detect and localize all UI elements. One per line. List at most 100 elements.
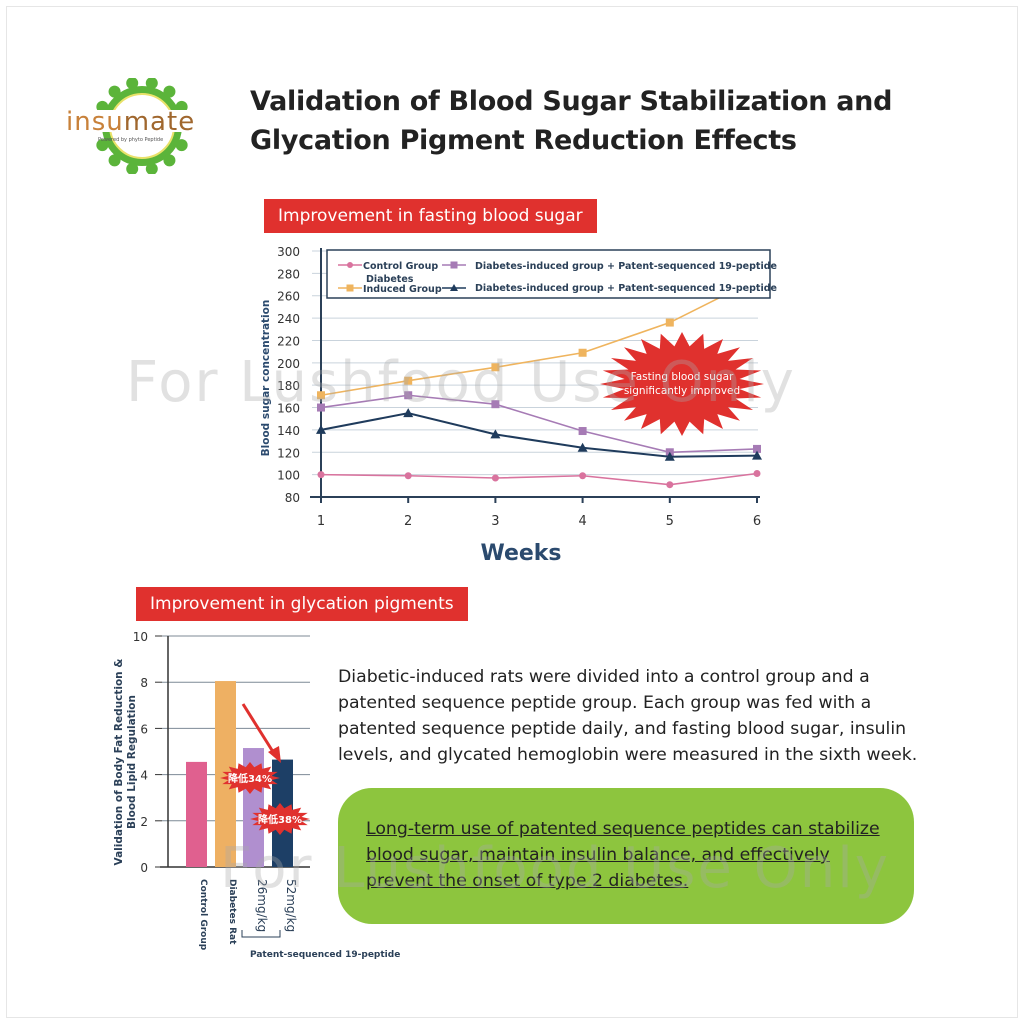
description-text: Diabetic-induced rats were divided into … <box>338 667 918 765</box>
conclusion-box: Long-term use of patented sequence pepti… <box>338 788 914 924</box>
burst-shape <box>600 332 764 436</box>
reduction-label: 降低34% <box>228 772 272 785</box>
x-tick-label: 3 <box>491 514 499 529</box>
gear-tooth <box>126 162 139 174</box>
section-banner-glycation: Improvement in glycation pigments <box>136 587 468 621</box>
gear-tooth <box>96 139 109 152</box>
data-point <box>317 391 325 400</box>
y-axis-title-line: Validation of Body Fat Reduction & <box>113 659 125 866</box>
line-chart: 80 100 120 140 160 180 200 220 240 260 280 300 1 2 3 4 5… <box>260 245 777 566</box>
y-axis-title: Validation of Body Fat Reduction &Blood … <box>113 659 138 866</box>
y-tick-label: 4 <box>140 769 148 783</box>
legend-label: Control Group <box>363 261 438 272</box>
burst-text: significantly improved <box>624 385 740 397</box>
x-tick-label: Control Group <box>198 879 208 951</box>
page-frame <box>6 6 1018 1018</box>
insumate-logo: insumate Powered by phyto Peptide <box>62 78 224 174</box>
gear-tooth <box>108 154 121 167</box>
watermark: For Lushfood Use Only <box>126 350 796 415</box>
gear-tooth <box>145 162 158 174</box>
y-tick-label: 0 <box>140 861 148 875</box>
data-point <box>490 429 501 439</box>
data-point <box>665 318 674 327</box>
data-point <box>491 474 499 482</box>
gear-tooth <box>96 100 109 113</box>
y-tick-label: 180 <box>277 379 300 393</box>
gear-tooth <box>126 78 139 90</box>
reduction-burst <box>250 803 310 835</box>
title-line-2: Glycation Pigment Reduction Effects <box>250 125 797 156</box>
y-tick-label: 2 <box>140 815 148 829</box>
x-tick-label: 4 <box>578 514 586 529</box>
gear-tooth <box>145 78 158 90</box>
y-tick-label: 160 <box>277 402 300 416</box>
legend-label: Diabetes-induced group + Patent-sequence… <box>475 261 777 272</box>
svg-text:insumate: insumate <box>66 107 195 137</box>
legend-marker <box>346 284 354 292</box>
data-point <box>579 472 587 480</box>
reduction-label: 降低38% <box>258 813 302 826</box>
data-point <box>577 442 588 452</box>
series-line <box>320 472 758 486</box>
y-tick-label: 240 <box>277 312 300 326</box>
data-point <box>316 424 326 434</box>
data-point <box>404 472 412 480</box>
data-point <box>404 391 413 400</box>
y-tick-label: 100 <box>277 469 300 483</box>
data-point <box>403 408 414 418</box>
data-point <box>578 427 587 436</box>
legend-label-line: Diabetes <box>366 274 414 285</box>
x-tick-label: 52mg/kg <box>284 879 298 932</box>
data-point <box>491 400 500 409</box>
data-point <box>317 471 325 479</box>
x-tick-label: 5 <box>666 514 674 529</box>
data-point <box>491 363 500 372</box>
page-title: Validation of Blood Sugar Stabilization … <box>250 82 892 160</box>
legend-marker <box>450 284 458 291</box>
burst-text: Fasting blood sugar <box>631 371 734 383</box>
section-banner-blood-sugar: Improvement in fasting blood sugar <box>264 199 597 233</box>
x-tick-label: 6 <box>753 514 761 529</box>
x-tick-label: 1 <box>317 514 325 529</box>
arrow-line <box>241 703 277 756</box>
y-tick-label: 80 <box>285 491 300 505</box>
bar <box>215 681 236 867</box>
data-point <box>664 451 675 461</box>
gear-tooth <box>175 139 188 152</box>
y-tick-label: 10 <box>133 630 148 644</box>
logo-tagline: Powered by phyto Peptide <box>98 137 163 143</box>
series-3 <box>316 408 762 461</box>
data-point <box>578 348 587 357</box>
data-point <box>404 376 413 385</box>
gear-tooth <box>175 100 188 113</box>
gear-tooth <box>108 85 121 98</box>
arrow-head <box>268 746 281 763</box>
title-line-1: Validation of Blood Sugar Stabilization … <box>250 86 893 117</box>
y-axis-title-line: Blood Lipid Regulation <box>126 695 138 829</box>
y-tick-label: 120 <box>277 446 300 460</box>
y-tick-label: 260 <box>277 290 300 304</box>
y-tick-label: 8 <box>140 676 148 690</box>
x-axis-title: Weeks <box>480 541 561 566</box>
y-tick-label: 140 <box>277 424 300 438</box>
legend: Control Group Diabetes Induced Group Diabet… <box>326 249 777 299</box>
y-tick-label: 280 <box>277 267 300 281</box>
data-point <box>317 403 325 412</box>
series-line <box>320 412 758 458</box>
data-point <box>753 470 761 478</box>
x-tick-label: 26mg/kg <box>255 879 269 932</box>
legend-marker <box>347 262 353 268</box>
data-point <box>666 481 674 489</box>
conclusion-text: Long-term use of patented sequence pepti… <box>366 819 880 891</box>
x-tick-label: 2 <box>404 514 412 529</box>
bar-chart: 0 2 4 6 8 10 Control Group Diabetes Rat 26mg/kg 5… <box>113 630 400 960</box>
group-label: Patent-sequenced 19-peptide <box>250 950 400 960</box>
group-bracket <box>241 930 281 938</box>
x-tick-label: Diabetes Rat <box>227 879 237 945</box>
legend-label-line: Induced Group <box>363 284 442 295</box>
watermark: For Lushfood Use Only <box>220 836 890 901</box>
data-point <box>752 450 762 460</box>
y-tick-label: 300 <box>277 245 300 259</box>
gear-tooth <box>163 85 176 98</box>
reduction-burst <box>220 762 280 794</box>
